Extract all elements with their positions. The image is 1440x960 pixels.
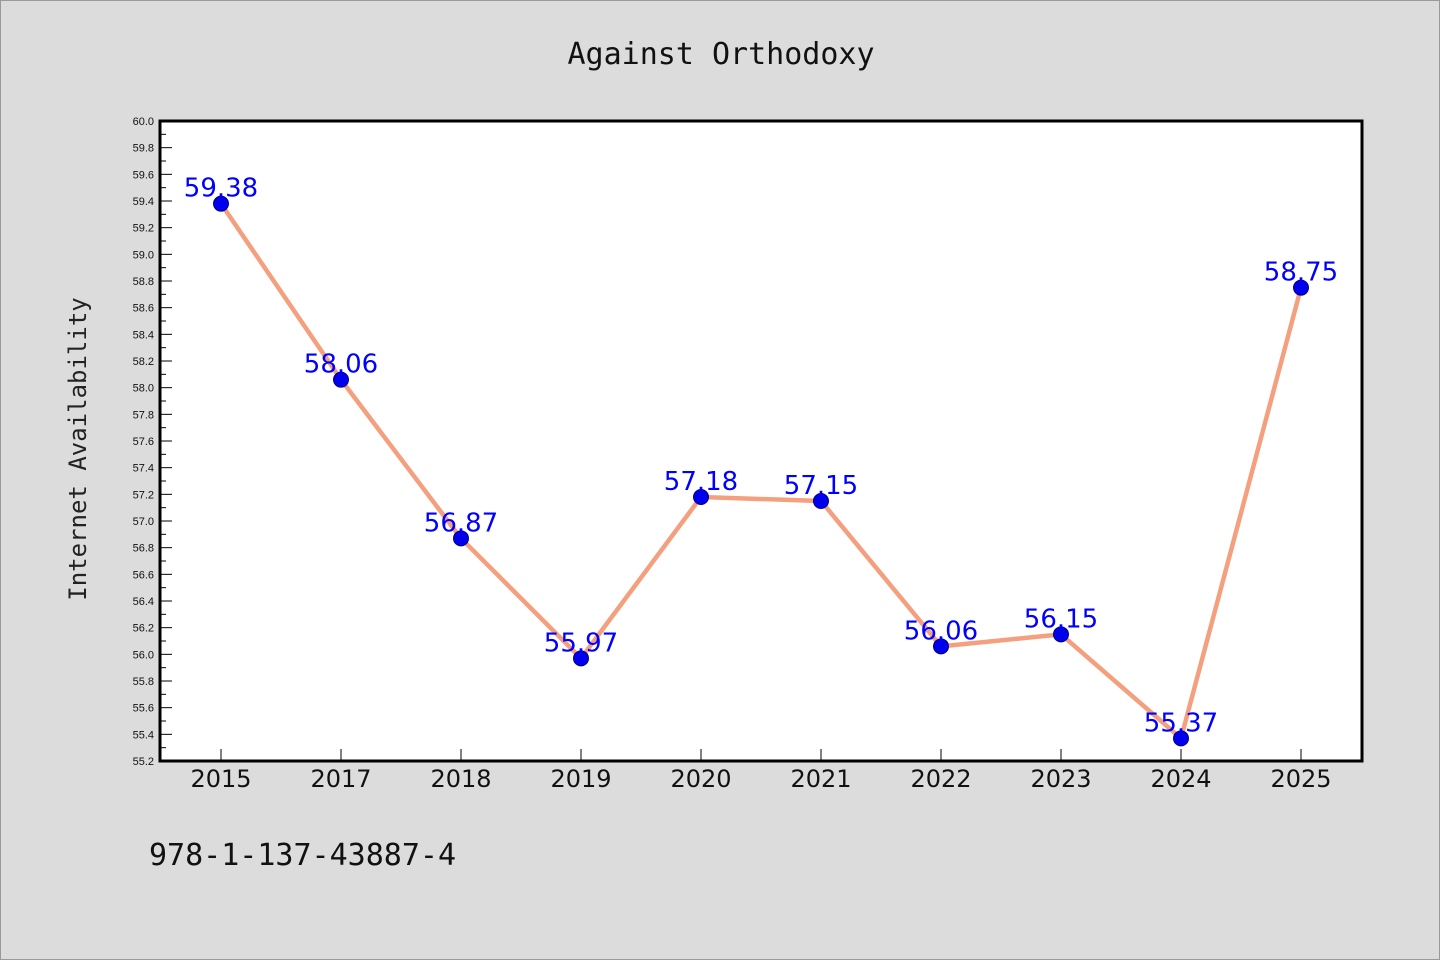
y-axis-label: Internet Availability (64, 297, 92, 600)
x-tick-label: 2025 (1270, 765, 1331, 793)
data-point-marker (1053, 626, 1069, 643)
series-line-group (218, 201, 1304, 741)
data-point-marker (333, 371, 349, 388)
data-value-label: 57.18 (664, 467, 738, 497)
data-labels: 59.38 58.06 56.87 55.97 57.18 57.15 56.06 56.15… (184, 174, 1338, 739)
x-tick-label: 2022 (910, 765, 971, 793)
data-point-marker (1293, 279, 1309, 296)
data-value-label: 56.87 (424, 508, 498, 538)
chart-title: Against Orthodoxy (567, 37, 874, 72)
y-tick-label: 59.8 (133, 143, 154, 155)
data-value-label: 58.75 (1264, 258, 1338, 288)
isbn-footer: 978-1-137-43887-4 (149, 838, 456, 873)
y-tick-label: 56.8 (133, 543, 154, 555)
y-tick-label: 58.6 (133, 303, 154, 315)
y-tick-label: 58.0 (133, 383, 154, 395)
data-point-marker (213, 195, 229, 212)
x-tick-label: 2023 (1030, 765, 1091, 793)
y-tick-label: 60.0 (133, 116, 154, 128)
data-point-marker (573, 650, 589, 667)
y-tick-label: 56.6 (133, 569, 154, 581)
y-tick-label: 58.4 (133, 329, 154, 341)
y-tick-label: 56.0 (133, 649, 154, 661)
data-point-marker (1173, 730, 1189, 747)
y-tick-label: 55.2 (133, 756, 154, 768)
x-tick-label: 2020 (670, 765, 731, 793)
y-tick-label: 57.2 (133, 489, 154, 501)
data-value-label: 56.15 (1024, 604, 1098, 634)
data-value-label: 59.38 (184, 174, 258, 204)
x-tick-label: 2015 (190, 765, 251, 793)
y-tick-label: 59.0 (133, 249, 154, 261)
x-tick-label: 2019 (550, 765, 611, 793)
x-tick-label: 2024 (1150, 765, 1211, 793)
data-markers (213, 195, 1309, 747)
x-axis-ticks: 2015 2017 2018 2019 2020 2021 2022 2023 2024 2025 (190, 749, 1332, 793)
data-point-marker (933, 638, 949, 655)
y-tick-label: 56.2 (133, 623, 154, 635)
y-tick-label: 58.8 (133, 276, 154, 288)
y-tick-label: 57.8 (133, 409, 154, 421)
y-axis-ticks: 55.2 55.4 55.6 55.8 56.0 56.2 56.4 56.6 56.8 57.0… (133, 116, 172, 768)
y-tick-label: 57.4 (133, 463, 154, 475)
y-tick-label: 58.2 (133, 356, 154, 368)
y-tick-label: 55.4 (133, 729, 154, 741)
y-tick-label: 59.6 (133, 169, 154, 181)
plot-area (158, 119, 1364, 763)
data-value-label: 56.06 (904, 616, 978, 646)
data-point-marker (813, 493, 829, 509)
x-tick-label: 2017 (310, 765, 371, 793)
y-tick-label: 59.2 (133, 223, 154, 235)
x-tick-label: 2021 (790, 765, 851, 793)
y-tick-label: 55.6 (133, 703, 154, 715)
data-point-marker (453, 530, 469, 547)
y-tick-label: 57.0 (133, 516, 154, 528)
data-point-marker (693, 489, 709, 505)
y-tick-label: 57.6 (133, 436, 154, 448)
data-value-label: 58.06 (304, 350, 378, 380)
y-tick-label: 56.4 (133, 596, 154, 608)
y-tick-label: 55.8 (133, 676, 154, 688)
x-tick-label: 2018 (430, 765, 491, 793)
data-value-label: 57.15 (784, 471, 858, 501)
data-value-label: 55.97 (544, 628, 618, 658)
data-value-label: 55.37 (1144, 708, 1218, 738)
y-tick-label: 59.4 (133, 196, 154, 208)
series-line (218, 201, 1304, 741)
